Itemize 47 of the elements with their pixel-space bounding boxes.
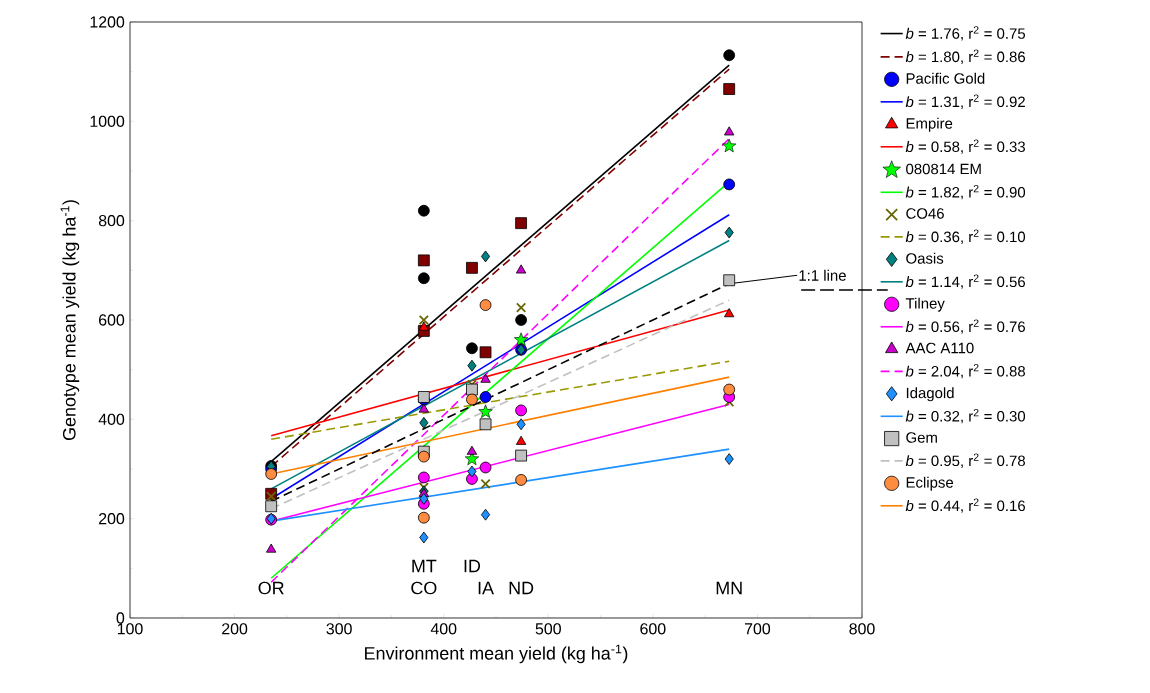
- legend-label: CO46: [906, 208, 944, 219]
- legend-label: Tilney: [905, 297, 945, 312]
- annotation: OR: [258, 581, 284, 595]
- legend-label: Oasis: [906, 252, 944, 264]
- legend-label: b = 0.44, r$^{2}$ = 0.16: [905, 498, 1025, 513]
- legend-label: Eclipse: [906, 476, 954, 491]
- legend-label: b = 2.04, r$^{2}$ = 0.88: [905, 363, 1025, 379]
- legend-label: b = 1.80, r$^{2}$ = 0.86: [905, 49, 1025, 64]
- annotation: ND: [509, 581, 534, 595]
- annotation: ID: [464, 559, 481, 573]
- y-tick-label: 800: [98, 215, 125, 227]
- y-tick-label: 1200: [90, 16, 125, 28]
- legend-label: 080814 EM: [906, 163, 981, 175]
- legend-label: Empire: [906, 117, 953, 132]
- legend-label: b = 1.76, r$^{2}$ = 0.75: [905, 26, 1026, 41]
- legend-label: b = 0.36, r$^{2}$ = 0.10: [905, 229, 1026, 244]
- legend-label: Pacific Gold: [906, 72, 985, 84]
- y-tick-label: 200: [99, 513, 125, 525]
- legend-label: AAC A110: [905, 342, 974, 354]
- legend-label: b = 1.31, r$^{2}$ = 0.92: [905, 94, 1025, 109]
- x-tick-label: 800: [849, 623, 875, 635]
- x-axis-title: Environment mean yield (kg ha$^{-1}$): [365, 644, 628, 664]
- y-tick-label: 1000: [90, 115, 125, 127]
- x-tick-label: 600: [640, 623, 666, 635]
- legend-label: b = 0.95, r$^{2}$ = 0.78: [905, 453, 1025, 468]
- annotation: CO: [411, 581, 437, 595]
- legend-label: 1:1 line: [799, 269, 846, 281]
- y-tick-label: 0: [116, 612, 125, 624]
- y-tick-label: 400: [98, 413, 125, 425]
- y-tick-label: 600: [99, 314, 125, 326]
- legend-label: b = 1.14, r$^{2}$ = 0.56: [905, 274, 1025, 289]
- annotation: MN: [716, 581, 742, 595]
- legend-label: b = 0.58, r$^{2}$ = 0.33: [905, 139, 1025, 154]
- legend-label: Idagold: [906, 387, 954, 402]
- annotation: IA: [478, 581, 494, 595]
- legend-label: b = 0.32, r$^{2}$ = 0.30: [905, 408, 1026, 424]
- y-axis-title: Genotype mean yield (kg ha$^{-1}$): [60, 200, 80, 441]
- annotation: MT: [412, 559, 437, 573]
- legend-label: b = 1.82, r$^{2}$ = 0.90: [905, 184, 1026, 200]
- legend-label: Gem: [906, 432, 937, 443]
- x-tick-label: 700: [744, 623, 771, 635]
- x-tick-label: 100: [117, 623, 143, 635]
- x-tick-label: 200: [222, 623, 248, 635]
- x-tick-label: 400: [430, 623, 457, 635]
- x-tick-label: 500: [535, 623, 561, 635]
- legend-label: b = 0.56, r$^{2}$ = 0.76: [905, 319, 1025, 334]
- x-tick-label: 300: [326, 623, 352, 635]
